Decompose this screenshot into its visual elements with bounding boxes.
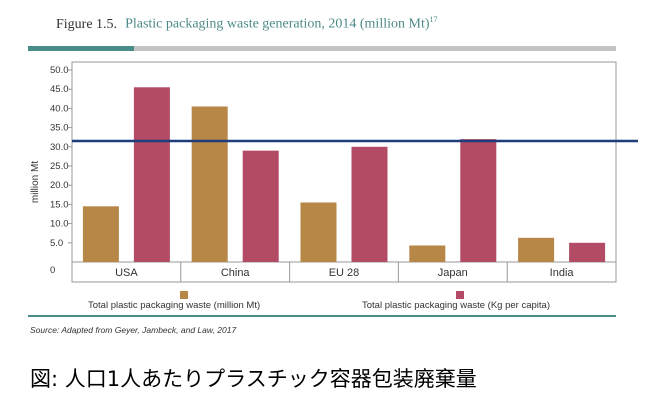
x-tick-label: Japan xyxy=(438,267,468,279)
x-tick-label: China xyxy=(221,267,251,279)
y-tick-label: 45.0 xyxy=(50,84,69,95)
x-tick-label: EU 28 xyxy=(329,267,360,279)
bottom-rule xyxy=(28,315,616,317)
y-tick-label: 15.0 xyxy=(50,199,69,210)
plot-frame xyxy=(71,61,617,283)
bar-2-eu-28 xyxy=(351,146,388,262)
legend-swatch-series-1 xyxy=(180,291,188,299)
figure-number: Figure 1.5. xyxy=(56,16,118,32)
legend-label-series-2: Total plastic packaging waste (Kg per ca… xyxy=(362,300,550,311)
y-axis-label: million Mt xyxy=(30,161,41,203)
caption: 図: 人口1人あたりプラスチック容器包装廃棄量 xyxy=(30,367,477,391)
bar-2-china xyxy=(242,150,279,262)
y-tick-label: 25.0 xyxy=(50,161,69,172)
source-note: Source: Adapted from Geyer, Jambeck, and… xyxy=(30,325,237,335)
figure-title-text: Plastic packaging waste generation, 2014… xyxy=(125,16,430,32)
x-tick-label: India xyxy=(550,267,575,279)
bar-1-usa xyxy=(82,206,119,262)
y-tick-label: 20.0 xyxy=(50,180,69,191)
bar-1-japan xyxy=(409,245,446,262)
bar-1-china xyxy=(191,106,228,262)
x-tick-label: USA xyxy=(115,267,138,279)
bar-2-usa xyxy=(133,87,170,262)
y-tick-label: 40.0 xyxy=(50,103,69,114)
top-rule xyxy=(134,46,616,51)
bar-2-india xyxy=(569,242,606,262)
y-tick-label: 50.0 xyxy=(50,65,69,76)
figure-reference: 17 xyxy=(429,15,438,24)
y-tick-label: 30.0 xyxy=(50,142,69,153)
top-rule-accent xyxy=(28,46,134,51)
y-tick-label: 10.0 xyxy=(50,219,69,230)
bar-1-eu-28 xyxy=(300,202,337,262)
figure-title: Figure 1.5. Plastic packaging waste gener… xyxy=(56,15,438,33)
y-tick-label: 5.0 xyxy=(50,238,63,249)
bar-2-japan xyxy=(460,139,497,262)
y-tick-label: 0 xyxy=(50,265,55,276)
legend-swatch-series-2 xyxy=(456,291,464,299)
bar-1-india xyxy=(518,237,555,262)
legend-label-series-1: Total plastic packaging waste (million M… xyxy=(88,300,261,311)
y-tick-label: 35.0 xyxy=(50,123,69,134)
